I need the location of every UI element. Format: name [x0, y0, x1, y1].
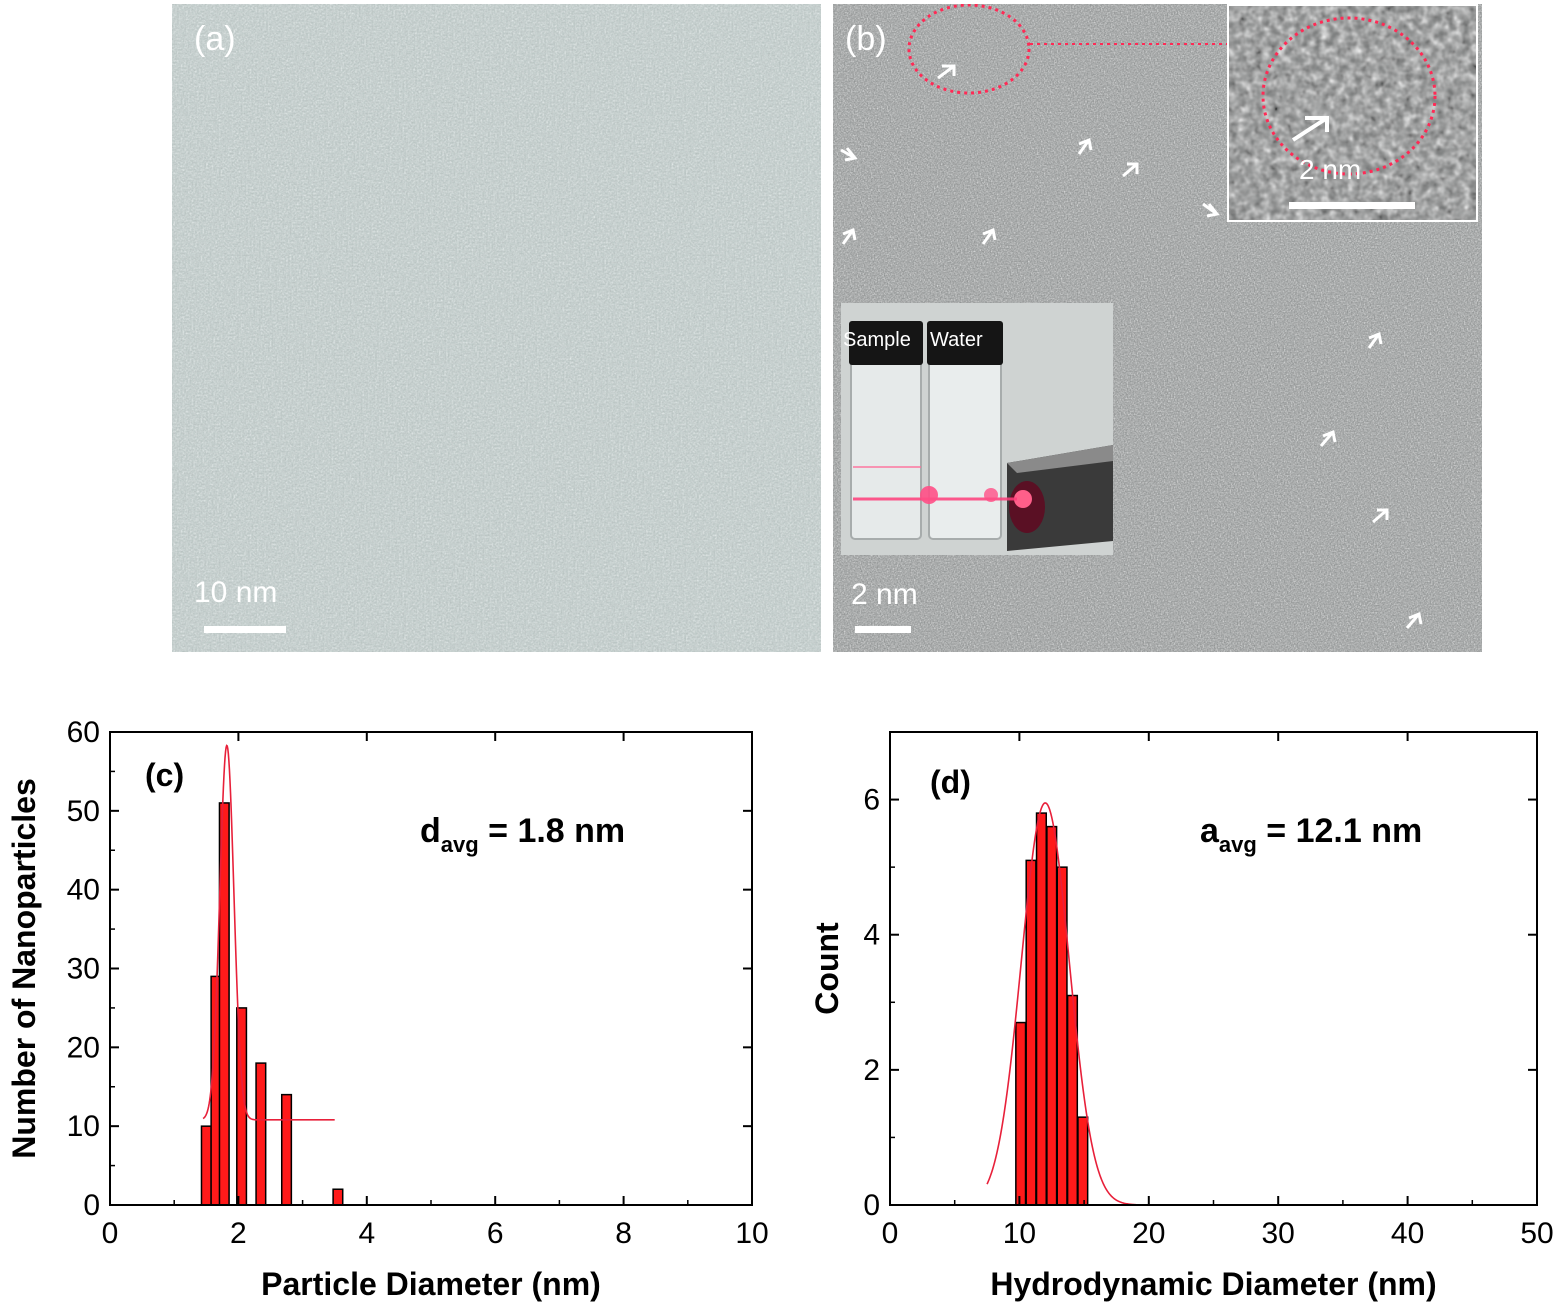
annotation-c-rest: = 1.8 nm — [479, 812, 625, 850]
fit-curve-c — [202, 744, 335, 1121]
x-tick-label: 10 — [1003, 1217, 1036, 1250]
bar — [1015, 1021, 1027, 1206]
vial-label-water: Water — [930, 329, 983, 351]
y-tick-label: 50 — [67, 795, 100, 828]
y-tick-label: 6 — [863, 784, 880, 817]
inset-arrow — [1291, 116, 1329, 142]
y-axis-label-c: Number of Nanoparticles — [6, 778, 42, 1159]
y-ticks-d: 0 2 4 6 — [863, 784, 1537, 1222]
bar — [1025, 859, 1037, 1206]
x-axis-label-d: Hydrodynamic Diameter (nm) — [990, 1266, 1436, 1302]
tem-image-panel-a: (a) 10 nm — [172, 4, 821, 652]
x-tick-label: 30 — [1262, 1217, 1295, 1250]
bar — [1077, 1116, 1089, 1206]
bar — [332, 1188, 344, 1206]
vial-photo-inset: Sample Water — [841, 303, 1113, 555]
bar — [255, 1062, 267, 1206]
x-axis-label-c: Particle Diameter (nm) — [261, 1266, 601, 1302]
fit-curve-d — [986, 802, 1136, 1206]
scale-bar-label-a: 10 nm — [194, 576, 278, 609]
highlight-circle — [907, 4, 1031, 95]
x-tick-label: 10 — [735, 1217, 768, 1250]
annotation-d-main: a — [1200, 812, 1220, 850]
tem-micrograph-a — [172, 4, 821, 652]
panel-c-label: (c) — [145, 757, 184, 793]
scale-bar-b — [855, 626, 911, 633]
panel-b-label: (b) — [845, 20, 887, 58]
y-ticks-c: 0 10 20 30 40 50 60 — [67, 716, 752, 1222]
bar — [1035, 812, 1048, 1206]
x-tick-label: 4 — [358, 1217, 375, 1250]
scale-bar-label-b: 2 nm — [851, 578, 918, 611]
annotation-d-rest: = 12.1 nm — [1257, 812, 1422, 850]
x-ticks-d: 0 10 20 30 40 50 — [882, 732, 1554, 1250]
lattice-arrows — [840, 64, 1423, 629]
x-tick-label: 20 — [1132, 1217, 1165, 1250]
y-axis-label-d: Count — [809, 922, 845, 1015]
histogram-chart-d: 0 10 20 30 40 50 0 2 4 6 (d) aavg = 12.1 nm Hydr… — [809, 731, 1554, 1302]
bars-d — [1015, 812, 1089, 1206]
y-tick-label: 4 — [863, 919, 880, 952]
scale-bar-a — [204, 626, 286, 633]
inset-scale-label: 2 nm — [1299, 154, 1362, 185]
y-tick-label: 2 — [863, 1054, 880, 1087]
bar — [280, 1093, 293, 1206]
bars-c — [200, 802, 344, 1206]
annotation-c: davg = 1.8 nm — [420, 812, 625, 857]
x-tick-label: 40 — [1391, 1217, 1424, 1250]
inset-scale-bar — [1289, 202, 1415, 209]
annotation-d: aavg = 12.1 nm — [1200, 812, 1422, 857]
y-tick-label: 60 — [67, 716, 100, 749]
vial-label-sample: Sample — [843, 329, 911, 351]
y-tick-label: 40 — [67, 874, 100, 907]
x-tick-label: 0 — [882, 1217, 899, 1250]
axes-frame-d — [889, 731, 1538, 1206]
annotation-d-sub: avg — [1219, 832, 1257, 857]
panel-a-label: (a) — [194, 20, 236, 58]
tem-image-panel-b: 2 nm Sample Water (b) 2 nm — [833, 4, 1482, 652]
bar — [1046, 825, 1058, 1206]
x-tick-label: 6 — [487, 1217, 504, 1250]
x-ticks-c: 0 2 4 6 8 10 — [102, 732, 769, 1250]
x-tick-label: 0 — [102, 1217, 119, 1250]
x-tick-label: 8 — [615, 1217, 632, 1250]
y-tick-label: 10 — [67, 1110, 100, 1143]
y-tick-label: 30 — [67, 953, 100, 986]
zoom-inset: 2 nm — [1227, 4, 1478, 222]
bar — [200, 1125, 212, 1206]
x-tick-label: 50 — [1520, 1217, 1553, 1250]
y-tick-label: 20 — [67, 1031, 100, 1064]
y-tick-label: 0 — [83, 1189, 100, 1222]
panel-d-label: (d) — [930, 764, 971, 800]
annotation-c-sub: avg — [441, 832, 479, 857]
annotation-c-main: d — [420, 812, 441, 850]
x-tick-label: 2 — [230, 1217, 247, 1250]
y-tick-label: 0 — [863, 1189, 880, 1222]
